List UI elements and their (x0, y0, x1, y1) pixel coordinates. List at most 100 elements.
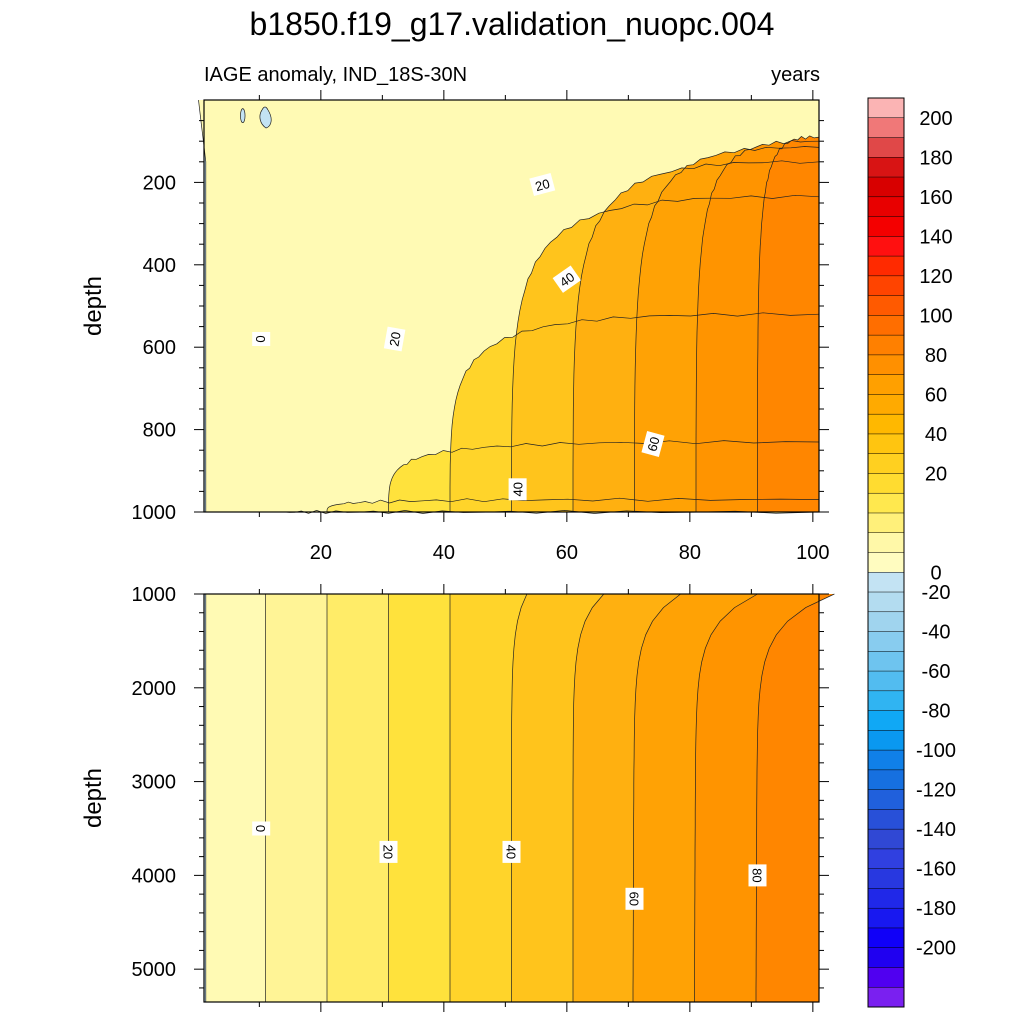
colorbar-swatch (868, 374, 904, 395)
colorbar-swatch (868, 967, 904, 988)
lower-y-tick-label: 2000 (132, 678, 177, 700)
colorbar-swatch (868, 769, 904, 790)
colorbar-swatch (868, 512, 904, 534)
colorbar-label: -120 (916, 780, 956, 802)
colorbar-swatch (868, 216, 904, 237)
upper-contour-labels: 0 20 20 40 40 60 (252, 172, 665, 501)
colorbar-swatch (868, 809, 904, 830)
colorbar-label: -100 (916, 740, 956, 762)
contour-label-text: 20 (386, 331, 403, 348)
colorbar-swatch (868, 117, 904, 138)
colorbar-swatch (868, 493, 904, 514)
colorbar-swatch (868, 848, 904, 869)
upper-contour-label: 20 (529, 172, 556, 197)
lower-y-axis-label: depth (80, 768, 107, 828)
colorbar-swatch (868, 987, 904, 1008)
lower-contour-fills (204, 594, 835, 1002)
lower-y-tick-label: 5000 (132, 959, 177, 981)
colorbar-swatch (868, 335, 904, 356)
colorbar-swatch (868, 592, 904, 613)
colorbar-label: 180 (919, 147, 952, 169)
upper-contour-line-40 (449, 312, 820, 512)
upper-contour-fills (198, 100, 819, 514)
colorbar-swatch (868, 275, 904, 296)
lower-axis-ticks: 1000 2000 3000 4000 5000 (132, 584, 829, 1012)
upper-contour-line-50 (511, 194, 820, 512)
lower-fill-band-90 (756, 594, 835, 1002)
subtitle-right: years (771, 64, 820, 86)
upper-negative-island (240, 108, 246, 124)
upper-x-tick-label: 20 (310, 542, 332, 564)
upper-contour-label: 0 (252, 332, 271, 346)
colorbar-swatch (868, 730, 904, 751)
upper-contour-line-80 (695, 140, 820, 512)
colorbar-label: 200 (919, 108, 952, 130)
colorbar-swatch (868, 611, 904, 632)
contour-label-box (383, 326, 406, 352)
colorbar-swatch (868, 394, 904, 415)
colorbar-label: 80 (925, 345, 947, 367)
upper-y-tick-label: 200 (143, 172, 176, 194)
colorbar-swatch (868, 671, 904, 692)
figure-title: b1850.f19_g17.validation_nuopc.004 (250, 6, 775, 42)
contour-label-text: 20 (534, 176, 552, 194)
colorbar-label: -160 (916, 859, 956, 881)
colorbar-swatch (868, 315, 904, 336)
colorbar-swatch (868, 908, 904, 929)
colorbar-label: -20 (922, 582, 951, 604)
lower-contour-lines (205, 593, 835, 1002)
colorbar-swatch (868, 829, 904, 850)
colorbar-swatch (868, 552, 904, 573)
upper-contour-line-20 (326, 497, 820, 512)
colorbar-swatch (868, 750, 904, 771)
upper-contour-line-90 (757, 135, 820, 512)
colorbar-swatch (868, 236, 904, 257)
upper-contour-label: 40 (552, 265, 581, 293)
colorbar-label: 120 (919, 266, 952, 288)
upper-x-tick-label: 60 (556, 542, 578, 564)
upper-y-tick-label: 1000 (132, 502, 177, 524)
contour-label-text: 40 (504, 845, 519, 859)
lower-contour-label: 0 (252, 821, 271, 836)
colorbar-swatch (868, 196, 904, 217)
colorbar-label: 100 (919, 305, 952, 327)
upper-y-tick-label: 600 (143, 337, 176, 359)
colorbar-label: -140 (916, 819, 956, 841)
colorbar-label: 140 (919, 226, 952, 248)
colorbar-swatch (868, 98, 904, 119)
contour-label-text: 80 (750, 868, 765, 882)
upper-contour-line-70 (634, 146, 820, 512)
contour-label-box (552, 265, 581, 293)
colorbar-swatch (868, 690, 904, 711)
contour-label-box (508, 478, 527, 501)
contour-label-box (252, 332, 271, 346)
colorbar-label: 60 (925, 384, 947, 406)
colorbar-swatch (868, 177, 904, 198)
colorbar-swatch (868, 256, 904, 277)
colorbar-frame (867, 97, 905, 1008)
upper-y-axis-label: depth (80, 276, 107, 336)
contour-label-text: 40 (511, 482, 526, 496)
colorbar-swatch (868, 927, 904, 949)
upper-negative-island (259, 106, 272, 129)
upper-contour-label: 20 (383, 326, 406, 352)
upper-x-tick-label: 40 (433, 542, 455, 564)
colorbar-swatch (868, 433, 904, 454)
colorbar-swatch (868, 137, 904, 158)
contour-label-box (252, 821, 271, 836)
contour-label-box (502, 840, 521, 863)
upper-x-tick-label: 100 (796, 542, 829, 564)
colorbar-swatch (868, 631, 904, 652)
upper-contour-line-60 (572, 160, 820, 512)
contour-label-box (379, 840, 398, 863)
colorbar: 200180160140120100806040200-20-40-60-80-… (867, 97, 956, 1008)
colorbar-swatch (868, 473, 904, 494)
colorbar-swatch (868, 295, 904, 316)
lower-contour-labels: 0 20 40 60 80 (252, 821, 767, 910)
colorbar-label: -180 (916, 898, 956, 920)
lower-contour-line-50 (511, 593, 528, 1002)
colorbar-swatch (868, 888, 904, 909)
colorbar-label: -40 (922, 622, 951, 644)
contour-label-text: 0 (253, 825, 268, 832)
